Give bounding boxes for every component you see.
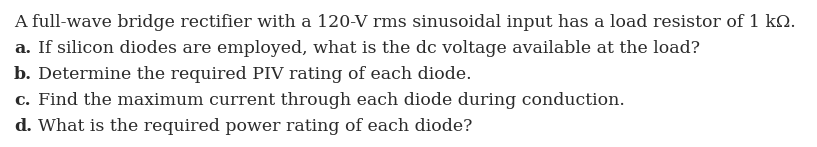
Text: c.: c. xyxy=(14,92,30,109)
Text: Determine the required PIV rating of each diode.: Determine the required PIV rating of eac… xyxy=(38,66,471,83)
Text: a.: a. xyxy=(14,40,31,57)
Text: If silicon diodes are employed, what is the dc voltage available at the load?: If silicon diodes are employed, what is … xyxy=(38,40,700,57)
Text: Find the maximum current through each diode during conduction.: Find the maximum current through each di… xyxy=(38,92,625,109)
Text: A full-wave bridge rectifier with a 120-V rms sinusoidal input has a load resist: A full-wave bridge rectifier with a 120-… xyxy=(14,14,796,31)
Text: b.: b. xyxy=(14,66,32,83)
Text: What is the required power rating of each diode?: What is the required power rating of eac… xyxy=(38,118,472,135)
Text: d.: d. xyxy=(14,118,32,135)
